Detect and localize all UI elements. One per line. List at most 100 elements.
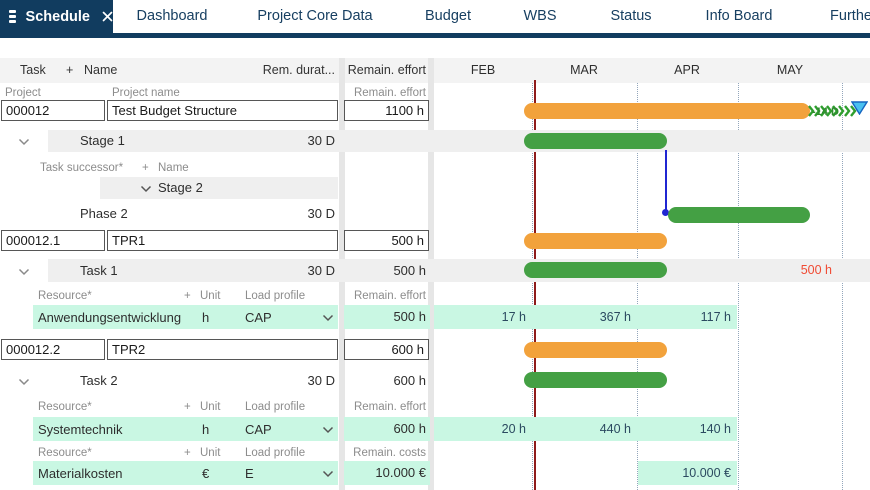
table-header-band [0, 58, 870, 83]
resource3-row[interactable] [33, 461, 338, 485]
phase2-name[interactable]: Phase 2 [80, 206, 128, 221]
resource1-feb-value: 17 h [501, 310, 526, 324]
chevron-down-icon[interactable] [140, 183, 152, 195]
rem-effort-header-label: Remain. effort [353, 401, 426, 413]
close-icon[interactable] [102, 11, 113, 22]
task2-duration: 30 D [307, 373, 335, 388]
unit-header-label: Unit [200, 290, 221, 302]
tpr1-id-input[interactable]: 000012.1 [1, 230, 105, 251]
chevron-down-icon[interactable] [322, 424, 334, 436]
phase2-duration: 30 D [307, 206, 335, 221]
month-gridline [532, 83, 533, 490]
add-task-button[interactable]: + [66, 63, 74, 77]
month-gridline [738, 83, 739, 490]
delay-label: -14 D [812, 106, 839, 118]
rem-costs-header-label: Remain. costs [353, 447, 426, 459]
milestone-marker-icon[interactable] [851, 101, 868, 115]
project-id-label: Project [5, 87, 41, 99]
resource3-name[interactable]: Materialkosten [38, 466, 123, 481]
resource2-mar-value: 440 h [599, 422, 631, 436]
stage1-duration: 30 D [307, 133, 335, 148]
chevron-down-icon[interactable] [322, 468, 334, 480]
successor-name-label: Name [158, 162, 189, 174]
resource2-name[interactable]: Systemtechnik [38, 422, 123, 437]
project-name-input[interactable]: Test Budget Structure [107, 100, 338, 121]
month-header-mar: MAR [570, 63, 598, 77]
tpr1-name-input[interactable]: TPR1 [107, 230, 338, 251]
tab-bar: Schedule Dashboard Project Core Data Bud… [0, 0, 870, 33]
task1-duration: 30 D [307, 263, 335, 278]
task1-overload-value: 500 h [800, 263, 832, 277]
stage1-name[interactable]: Stage 1 [80, 133, 125, 148]
stage1-row[interactable] [48, 130, 870, 152]
tabbar-underline [0, 33, 870, 38]
stage2-name[interactable]: Stage 2 [158, 180, 203, 195]
add-resource-button[interactable]: + [184, 290, 191, 302]
phase2-bar[interactable] [668, 207, 810, 223]
add-successor-button[interactable]: + [142, 162, 149, 174]
today-marker-line [534, 80, 536, 490]
tab-status[interactable]: Status [610, 8, 652, 24]
task1-name[interactable]: Task 1 [80, 263, 118, 278]
resource2-load-profile-select[interactable]: CAP [245, 422, 272, 437]
resource2-apr-value: 140 h [699, 422, 731, 436]
tpr1-effort-input[interactable]: 500 h [344, 230, 429, 251]
resource2-load-band [434, 417, 737, 441]
tpr2-effort-input[interactable]: 600 h [344, 339, 429, 360]
resource3-load-profile-select[interactable]: E [245, 466, 254, 481]
tpr2-bar[interactable] [524, 342, 667, 358]
task2-name[interactable]: Task 2 [80, 373, 118, 388]
resource1-row[interactable] [33, 305, 338, 329]
tab-wbs[interactable]: WBS [523, 8, 557, 24]
resource2-row[interactable] [33, 417, 338, 441]
rem-effort-header-label: Remain. effort [353, 290, 426, 302]
dependency-connector-dot [662, 209, 669, 216]
project-bar[interactable] [524, 103, 810, 119]
resource1-effort-cell: 500 h [344, 305, 430, 329]
expand-chevron-icon[interactable] [18, 136, 30, 148]
chevron-down-icon[interactable] [322, 312, 334, 324]
tab-schedule-label: Schedule [25, 8, 90, 25]
tab-schedule[interactable]: Schedule [0, 0, 113, 33]
resource1-name[interactable]: Anwendungsentwicklung [38, 310, 182, 325]
col-header-task[interactable]: Task [20, 63, 46, 77]
tpr1-bar[interactable] [524, 233, 667, 249]
col-header-rem-effort[interactable]: Remain. effort [347, 63, 426, 77]
project-id-input[interactable]: 000012 [1, 100, 105, 121]
tab-info-board[interactable]: Info Board [705, 8, 773, 24]
col-header-rem-duration[interactable]: Rem. durat... [262, 63, 335, 77]
add-resource-button[interactable]: + [184, 401, 191, 413]
resource1-load-profile-select[interactable]: CAP [245, 310, 272, 325]
tab-dashboard[interactable]: Dashboard [136, 8, 208, 24]
stage1-bar[interactable] [524, 133, 667, 149]
successor-header-label: Task successor* [40, 162, 124, 174]
task1-bar[interactable] [524, 262, 667, 278]
resource2-feb-value: 20 h [501, 422, 526, 436]
resource3-unit: € [202, 466, 210, 481]
load-profile-header-label: Load profile [245, 290, 306, 302]
resource-header-label: Resource* [38, 290, 92, 302]
load-profile-header-label: Load profile [245, 401, 306, 413]
tab-budget[interactable]: Budget [425, 8, 471, 24]
delay-chevrons-icon [808, 105, 857, 117]
tab-further[interactable]: Furthe [830, 8, 870, 24]
tpr2-id-input[interactable]: 000012.2 [1, 339, 105, 360]
task2-bar[interactable] [524, 372, 667, 388]
col-header-name[interactable]: Name [84, 63, 118, 77]
tpr2-name-input[interactable]: TPR2 [107, 339, 338, 360]
hamburger-icon[interactable] [9, 10, 16, 23]
tab-project-core-data[interactable]: Project Core Data [257, 8, 373, 24]
task1-row[interactable] [48, 259, 870, 282]
project-effort-label: Remain. effort [353, 87, 426, 99]
expand-chevron-icon[interactable] [18, 376, 30, 388]
expand-chevron-icon[interactable] [18, 266, 30, 278]
month-header-may: MAY [776, 63, 804, 77]
month-gridline [842, 83, 843, 490]
resource3-costs-cell: 10.000 € [344, 461, 430, 485]
stage2-successor-row[interactable] [100, 177, 338, 199]
add-resource-button[interactable]: + [184, 447, 191, 459]
project-effort-input[interactable]: 1100 h [344, 100, 429, 121]
resource2-unit: h [202, 422, 210, 437]
month-header-apr: APR [674, 63, 700, 77]
